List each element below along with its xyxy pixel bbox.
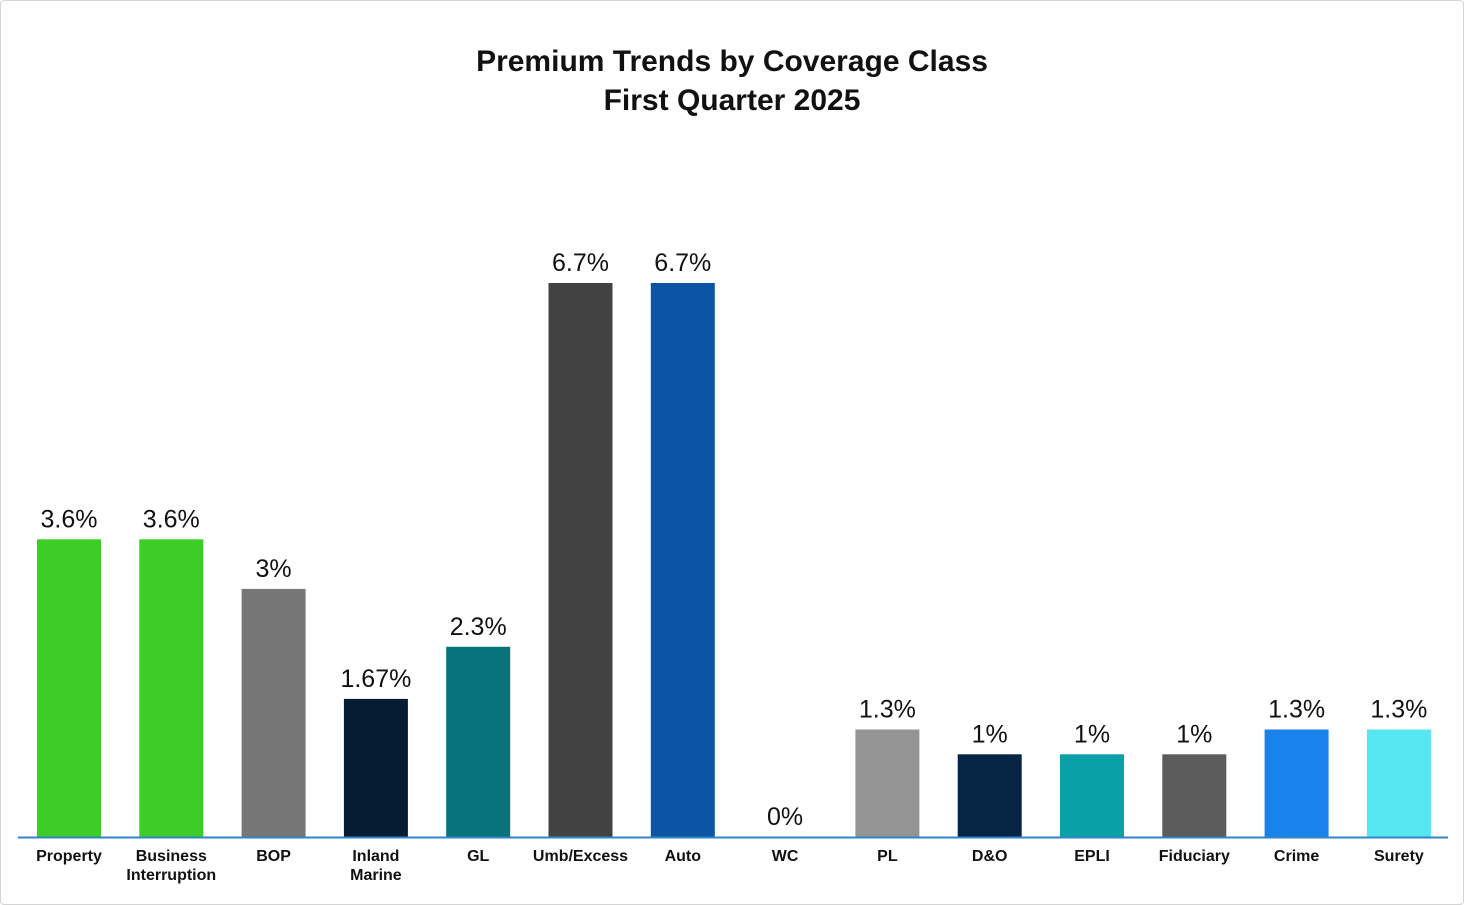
category-label-business-interruption-line2: Interruption (126, 867, 216, 884)
value-label-gl: 2.3% (450, 613, 507, 641)
bar-crime (1264, 729, 1329, 837)
chart-subtitle: First Quarter 2025 (603, 84, 861, 117)
category-label-d-o: D&O (972, 848, 1008, 865)
bar-fiduciary (1162, 754, 1227, 837)
category-label-bop: BOP (256, 848, 291, 865)
bar-property (37, 539, 101, 837)
value-label-property: 3.6% (41, 505, 98, 533)
value-label-pl: 1.3% (859, 696, 916, 724)
value-label-bop: 3% (256, 555, 292, 583)
category-label-property: Property (36, 848, 102, 865)
value-label-surety: 1.3% (1370, 696, 1427, 724)
category-label-wc: WC (772, 848, 799, 865)
bar-inland-marine (343, 698, 408, 837)
category-label-umb-excess: Umb/Excess (533, 848, 628, 865)
value-label-fiduciary: 1% (1176, 720, 1212, 748)
bar-umb-excess (548, 283, 613, 837)
category-label-pl: PL (877, 848, 898, 865)
category-label-auto: Auto (665, 848, 702, 865)
bar-auto (650, 283, 715, 837)
value-label-crime: 1.3% (1268, 696, 1325, 724)
category-label-inland-marine-line2: Marine (350, 867, 402, 884)
category-label-inland-marine-line1: Inland (352, 848, 399, 865)
bar-bop (241, 588, 306, 837)
category-label-crime: Crime (1274, 848, 1319, 865)
value-label-auto: 6.7% (654, 249, 711, 277)
category-label-gl: GL (467, 848, 489, 865)
value-label-umb-excess: 6.7% (552, 249, 609, 277)
bar-pl (855, 729, 920, 837)
bar-epli (1060, 754, 1124, 837)
value-label-wc: 0% (767, 803, 803, 831)
chart-title: Premium Trends by Coverage Class (476, 45, 988, 78)
bar-business-interruption (139, 539, 204, 837)
value-label-epli: 1% (1074, 720, 1110, 748)
value-label-business-interruption: 3.6% (143, 505, 200, 533)
value-label-d-o: 1% (972, 720, 1008, 748)
category-label-fiduciary: Fiduciary (1159, 848, 1230, 865)
category-label-surety: Surety (1374, 848, 1424, 865)
bar-surety (1366, 729, 1431, 837)
category-label-business-interruption-line1: Business (136, 848, 207, 865)
value-label-inland-marine: 1.67% (340, 665, 411, 693)
bar-gl (446, 646, 511, 837)
category-label-epli: EPLI (1074, 848, 1110, 865)
bar-d-o (957, 754, 1022, 837)
